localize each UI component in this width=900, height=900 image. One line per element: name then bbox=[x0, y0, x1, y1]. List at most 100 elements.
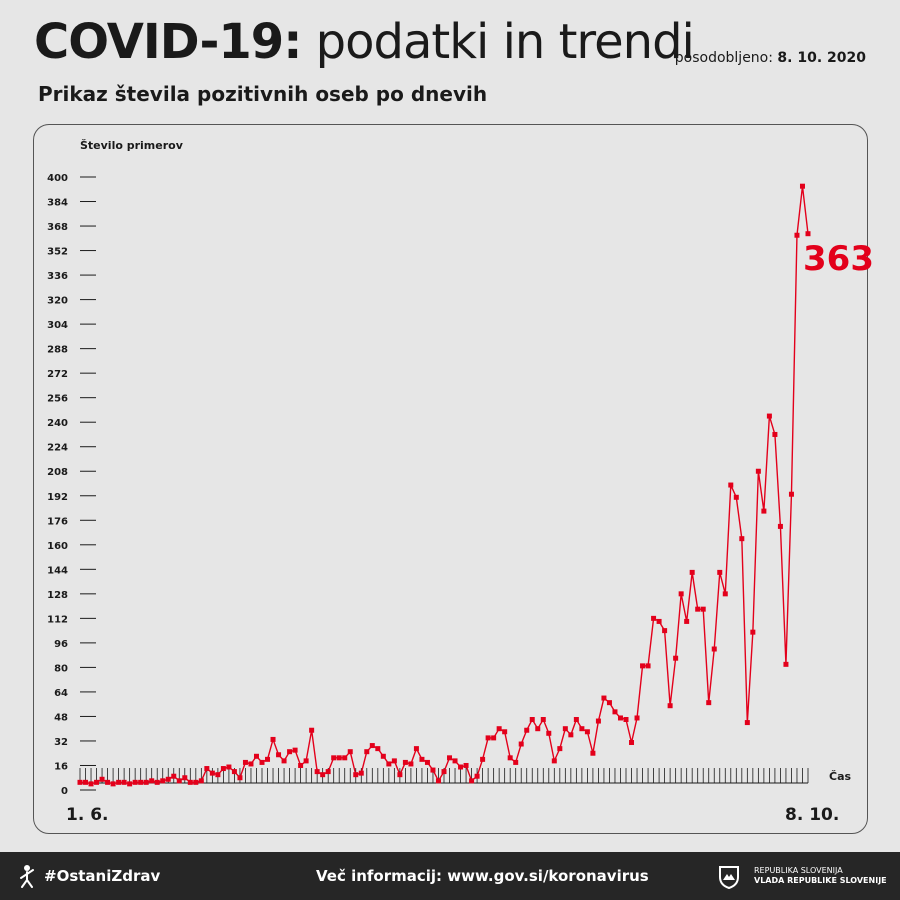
data-point bbox=[645, 663, 651, 669]
data-point bbox=[424, 759, 430, 765]
data-point bbox=[116, 779, 122, 785]
data-point bbox=[485, 735, 491, 741]
data-point bbox=[689, 569, 695, 575]
data-point bbox=[292, 747, 298, 753]
y-tick-label: 16 bbox=[54, 761, 68, 772]
data-point bbox=[419, 756, 425, 762]
data-point bbox=[783, 661, 789, 667]
data-point bbox=[408, 761, 414, 767]
data-point bbox=[606, 700, 612, 706]
data-point bbox=[209, 770, 215, 776]
data-point bbox=[452, 758, 458, 764]
data-point bbox=[546, 730, 552, 736]
more-info-text[interactable]: Več informacij: www.gov.si/koronavirus bbox=[316, 867, 649, 885]
data-point bbox=[540, 717, 546, 723]
data-point bbox=[413, 746, 419, 752]
data-point bbox=[717, 569, 723, 575]
data-point bbox=[303, 758, 309, 764]
y-axis-label: Število primerov bbox=[80, 139, 184, 152]
data-point bbox=[595, 718, 601, 724]
data-point bbox=[386, 761, 392, 767]
series-line bbox=[80, 185, 809, 785]
data-point bbox=[629, 739, 635, 745]
data-point bbox=[524, 727, 530, 733]
y-tick-label: 384 bbox=[47, 198, 68, 209]
updated-label: posodobljeno: bbox=[674, 50, 778, 66]
data-point bbox=[375, 746, 381, 752]
government-label: REPUBLIKA SLOVENIJA VLADA REPUBLIKE SLOV… bbox=[754, 866, 887, 886]
data-point bbox=[623, 717, 629, 723]
data-point bbox=[331, 755, 337, 761]
data-point bbox=[656, 618, 662, 624]
data-point bbox=[220, 766, 226, 772]
y-tick-label: 80 bbox=[54, 663, 68, 674]
data-point bbox=[237, 775, 243, 781]
data-point bbox=[171, 773, 177, 779]
y-tick-label: 368 bbox=[47, 222, 68, 233]
data-point bbox=[325, 769, 331, 775]
y-tick-label: 96 bbox=[54, 639, 68, 650]
data-point bbox=[617, 715, 623, 721]
data-point bbox=[794, 232, 800, 238]
y-tick-label: 400 bbox=[47, 173, 68, 184]
data-point bbox=[469, 778, 475, 784]
data-point bbox=[364, 749, 370, 755]
data-point bbox=[347, 749, 353, 755]
y-tick-label: 48 bbox=[54, 712, 68, 723]
data-point bbox=[557, 746, 563, 752]
data-point bbox=[369, 743, 375, 749]
data-point bbox=[353, 772, 359, 778]
y-tick-label: 192 bbox=[47, 492, 68, 503]
data-point bbox=[733, 494, 739, 500]
data-point bbox=[502, 729, 508, 735]
data-point bbox=[805, 231, 811, 237]
person-icon bbox=[20, 865, 34, 888]
data-point bbox=[799, 183, 805, 189]
y-tick-label: 208 bbox=[47, 467, 68, 478]
data-point bbox=[590, 750, 596, 756]
y-tick-label: 272 bbox=[47, 369, 68, 380]
data-point bbox=[110, 781, 116, 787]
chart-panel bbox=[33, 124, 868, 834]
data-point bbox=[430, 767, 436, 773]
data-point bbox=[684, 618, 690, 624]
data-point bbox=[695, 606, 701, 612]
data-point bbox=[744, 720, 750, 726]
data-point bbox=[165, 776, 171, 782]
data-point bbox=[535, 726, 541, 732]
x-axis bbox=[79, 768, 809, 784]
y-tick-label: 144 bbox=[47, 565, 68, 576]
data-point bbox=[391, 758, 397, 764]
y-tick-label: 352 bbox=[47, 247, 68, 258]
data-point bbox=[441, 769, 447, 775]
data-point bbox=[77, 779, 83, 785]
data-point bbox=[215, 772, 221, 778]
data-point bbox=[138, 779, 144, 785]
data-point bbox=[358, 770, 364, 776]
data-point bbox=[761, 508, 767, 514]
y-axis: 0 16 32 48 64 80 96 112 128 144 160 176 192 208 224 240… bbox=[47, 173, 96, 797]
data-point bbox=[673, 655, 679, 661]
data-point bbox=[309, 727, 315, 733]
data-point bbox=[160, 778, 166, 784]
data-point bbox=[772, 431, 778, 437]
data-point bbox=[491, 735, 497, 741]
data-point bbox=[204, 766, 210, 772]
data-point bbox=[276, 752, 282, 758]
data-point bbox=[287, 749, 293, 755]
x-axis-label: Čas bbox=[829, 770, 851, 783]
data-point bbox=[755, 468, 761, 474]
data-point bbox=[127, 781, 133, 787]
y-tick-label: 336 bbox=[47, 271, 68, 282]
data-point bbox=[573, 717, 579, 723]
data-point bbox=[662, 628, 668, 634]
hashtag-text: #OstaniZdrav bbox=[44, 867, 161, 885]
data-point bbox=[270, 736, 276, 742]
data-point bbox=[584, 729, 590, 735]
data-point bbox=[518, 741, 524, 747]
data-point bbox=[121, 779, 127, 785]
data-point bbox=[480, 756, 486, 762]
y-tick-label: 160 bbox=[47, 541, 68, 552]
data-point bbox=[612, 709, 618, 715]
data-point bbox=[149, 778, 155, 784]
